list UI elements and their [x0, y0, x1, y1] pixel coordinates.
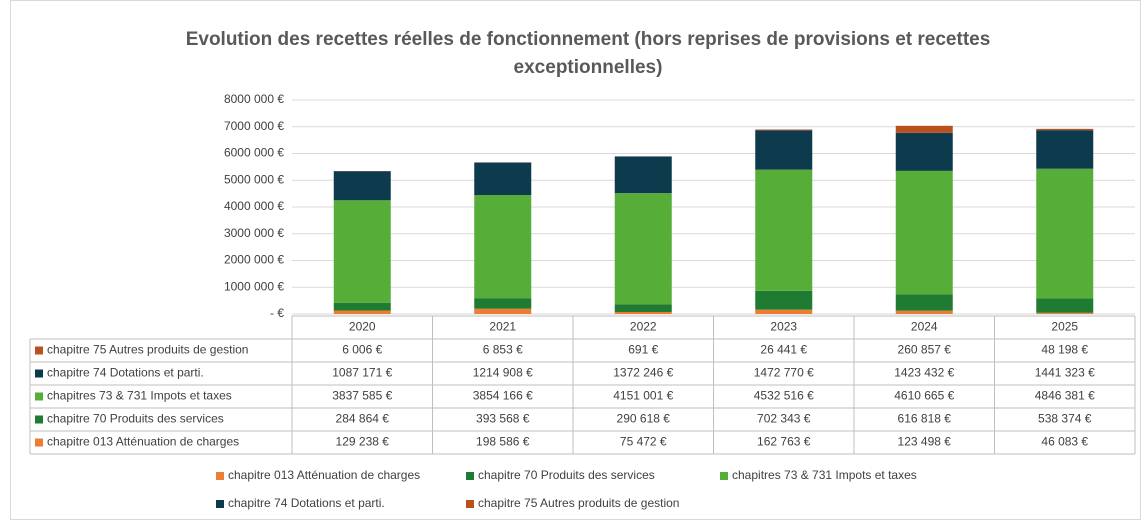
table-value: 1372 246 €	[613, 366, 673, 380]
bar-segment	[615, 312, 672, 314]
x-tick-label: 2025	[1051, 320, 1078, 334]
bar-segment	[334, 311, 391, 314]
bar-segment	[755, 130, 812, 169]
legend-label: chapitre 70 Produits des services	[478, 468, 655, 482]
table-value: 123 498 €	[898, 435, 952, 449]
table-value: 1214 908 €	[473, 366, 533, 380]
table-value: 129 238 €	[336, 435, 390, 449]
x-tick-label: 2024	[911, 320, 938, 334]
x-tick-label: 2021	[489, 320, 516, 334]
table-value: 260 857 €	[898, 343, 952, 357]
table-value: 75 472 €	[620, 435, 667, 449]
legend-label: chapitres 73 & 731 Impots et taxes	[732, 468, 917, 482]
bar-segment	[1036, 313, 1093, 314]
y-tick-label: 4000 000 €	[224, 199, 284, 213]
bar-segment	[896, 126, 953, 133]
legend-key	[216, 472, 224, 480]
table-value: 3854 166 €	[473, 389, 533, 403]
chart-title: exceptionnelles)	[514, 57, 663, 78]
table-value: 6 006 €	[342, 343, 382, 357]
bar-segment	[615, 156, 672, 193]
table-value: 1472 770 €	[754, 366, 814, 380]
legend-key	[720, 472, 728, 480]
bar-segment	[334, 200, 391, 303]
table-value: 691 €	[628, 343, 658, 357]
table-value: 6 853 €	[483, 343, 523, 357]
bar-segment	[474, 195, 531, 298]
bar-segment	[755, 291, 812, 310]
table-value: 284 864 €	[336, 412, 390, 426]
table-value: 162 763 €	[757, 435, 811, 449]
y-tick-label: 3000 000 €	[224, 226, 284, 240]
y-tick-label: - €	[270, 306, 284, 320]
table-value: 290 618 €	[617, 412, 671, 426]
bar-segment	[615, 193, 672, 304]
bar-segment	[615, 304, 672, 312]
table-value: 1087 171 €	[332, 366, 392, 380]
table-value: 198 586 €	[476, 435, 530, 449]
table-value: 3837 585 €	[332, 389, 392, 403]
bar-segment	[896, 294, 953, 310]
bar-segment	[896, 133, 953, 171]
legend-label: chapitre 013 Atténuation de charges	[228, 468, 420, 482]
table-series-name: chapitres 73 & 731 Impots et taxes	[47, 389, 232, 403]
table-value: 26 441 €	[760, 343, 807, 357]
table-value: 4532 516 €	[754, 389, 814, 403]
table-value: 4846 381 €	[1035, 389, 1095, 403]
chart-title: Evolution des recettes réelles de foncti…	[186, 29, 991, 50]
table-series-name: chapitre 70 Produits des services	[47, 412, 224, 426]
y-tick-label: 8000 000 €	[224, 92, 284, 106]
table-value: 4610 665 €	[894, 389, 954, 403]
table-series-name: chapitre 74 Dotations et parti.	[47, 366, 204, 380]
x-tick-label: 2023	[770, 320, 797, 334]
table-value: 48 198 €	[1041, 343, 1088, 357]
bar-segment	[896, 311, 953, 314]
bar-segment	[755, 310, 812, 314]
table-value: 538 374 €	[1038, 412, 1092, 426]
x-tick-label: 2022	[630, 320, 657, 334]
bar-segment	[474, 309, 531, 314]
table-value: 616 818 €	[898, 412, 952, 426]
bar-segment	[1036, 129, 1093, 130]
table-legend-key	[35, 393, 43, 401]
legend-key	[466, 472, 474, 480]
table-value: 1441 323 €	[1035, 366, 1095, 380]
bar-segment	[896, 171, 953, 294]
legend-label: chapitre 74 Dotations et parti.	[228, 496, 385, 510]
table-series-name: chapitre 75 Autres produits de gestion	[47, 343, 248, 357]
bar-segment	[755, 130, 812, 131]
x-tick-label: 2020	[349, 320, 376, 334]
bar-segment	[1036, 298, 1093, 312]
bar-segment	[474, 163, 531, 195]
table-value: 702 343 €	[757, 412, 811, 426]
y-tick-label: 2000 000 €	[224, 253, 284, 267]
table-legend-key	[35, 347, 43, 355]
table-value: 46 083 €	[1041, 435, 1088, 449]
y-tick-label: 1000 000 €	[224, 279, 284, 293]
bar-segment	[1036, 169, 1093, 299]
bar-segment	[755, 170, 812, 291]
bar-segment	[1036, 130, 1093, 169]
bar-segment	[474, 298, 531, 309]
legend-key	[216, 500, 224, 508]
table-value: 1423 432 €	[894, 366, 954, 380]
bar-segment	[334, 171, 391, 200]
y-tick-label: 5000 000 €	[224, 172, 284, 186]
table-legend-key	[35, 439, 43, 447]
legend-label: chapitre 75 Autres produits de gestion	[478, 496, 679, 510]
table-legend-key	[35, 416, 43, 424]
bar-segment	[334, 303, 391, 311]
table-legend-key	[35, 370, 43, 378]
y-tick-label: 7000 000 €	[224, 119, 284, 133]
legend-key	[466, 500, 474, 508]
y-tick-label: 6000 000 €	[224, 146, 284, 160]
table-series-name: chapitre 013 Atténuation de charges	[47, 435, 239, 449]
table-value: 4151 001 €	[613, 389, 673, 403]
table-value: 393 568 €	[476, 412, 530, 426]
